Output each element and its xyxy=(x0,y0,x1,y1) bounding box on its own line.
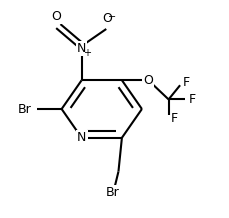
Text: −: − xyxy=(107,12,116,22)
Text: Br: Br xyxy=(105,186,119,199)
Text: N: N xyxy=(77,42,86,55)
Text: O: O xyxy=(101,12,111,25)
Text: +: + xyxy=(83,48,91,58)
Text: O: O xyxy=(143,74,153,87)
Text: F: F xyxy=(182,76,189,89)
Text: N: N xyxy=(77,131,86,144)
Text: O: O xyxy=(51,10,61,23)
Text: F: F xyxy=(188,93,195,106)
Text: Br: Br xyxy=(18,102,32,116)
Text: F: F xyxy=(170,112,177,125)
